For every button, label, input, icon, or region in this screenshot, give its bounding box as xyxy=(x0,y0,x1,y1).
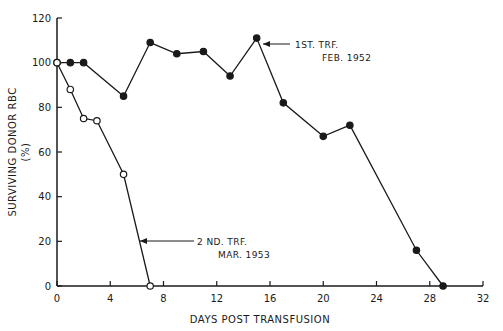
y-tick-label: 0 xyxy=(45,281,51,292)
x-tick xyxy=(110,281,111,286)
series-line xyxy=(57,63,150,286)
data-point xyxy=(54,59,60,65)
data-point xyxy=(54,59,60,65)
y-tick-label: 120 xyxy=(32,13,51,24)
y-tick xyxy=(57,241,62,242)
annotation-arrow xyxy=(140,241,194,242)
data-point xyxy=(120,171,126,177)
x-tick-label: 28 xyxy=(423,293,436,304)
x-tick xyxy=(163,281,164,286)
annotation: 2 ND. TRF. xyxy=(197,237,247,247)
data-point xyxy=(347,122,353,128)
data-point xyxy=(174,51,180,57)
x-tick-label: 0 xyxy=(54,293,60,304)
x-tick-label: 24 xyxy=(370,293,383,304)
x-tick xyxy=(376,281,377,286)
data-point xyxy=(80,115,86,121)
y-tick-label: 60 xyxy=(38,147,51,158)
data-point xyxy=(440,283,446,289)
annotation: 1ST. TRF. xyxy=(295,40,339,50)
y-tick-label: 20 xyxy=(38,236,51,247)
data-point xyxy=(413,247,419,253)
x-tick xyxy=(429,281,430,286)
data-point xyxy=(120,93,126,99)
data-point xyxy=(147,283,153,289)
y-tick-label: 80 xyxy=(38,102,51,113)
annotation-arrow xyxy=(263,44,290,45)
y-tick xyxy=(57,196,62,197)
plot-area xyxy=(54,35,446,289)
annotation: FEB. 1952 xyxy=(322,53,371,63)
x-tick xyxy=(323,281,324,286)
data-point xyxy=(253,35,259,41)
data-point xyxy=(67,59,73,65)
x-tick xyxy=(269,281,270,286)
data-point xyxy=(94,118,100,124)
x-tick-label: 12 xyxy=(210,293,223,304)
y-tick-label: 100 xyxy=(32,57,51,68)
x-tick xyxy=(56,281,57,286)
data-point xyxy=(320,133,326,139)
y-tick xyxy=(57,151,62,152)
y-axis-label: (%) xyxy=(20,143,31,162)
data-point xyxy=(200,48,206,54)
data-point xyxy=(280,100,286,106)
chart: 0 20 40 60 80 100 120 0 4 8 12 16 20 24 28 32 DAYS POST … xyxy=(0,0,503,331)
x-tick xyxy=(216,281,217,286)
data-point xyxy=(67,86,73,92)
x-axis-label: DAYS POST TRANSFUSION xyxy=(190,314,330,325)
y-tick xyxy=(57,17,62,18)
series-line xyxy=(57,38,443,286)
x-tick-label: 20 xyxy=(317,293,330,304)
x-tick-label: 4 xyxy=(107,293,113,304)
x-tick-label: 32 xyxy=(477,293,490,304)
y-axis-label: SURVIVING DONOR RBC xyxy=(7,87,18,216)
data-point xyxy=(147,39,153,45)
y-tick xyxy=(57,107,62,108)
x-tick-label: 16 xyxy=(264,293,277,304)
x-tick-label: 8 xyxy=(160,293,166,304)
annotation: MAR. 1953 xyxy=(218,250,270,260)
data-point xyxy=(227,73,233,79)
x-tick xyxy=(482,281,483,286)
y-tick-label: 40 xyxy=(38,191,51,202)
data-point xyxy=(80,59,86,65)
y-tick xyxy=(57,285,62,286)
